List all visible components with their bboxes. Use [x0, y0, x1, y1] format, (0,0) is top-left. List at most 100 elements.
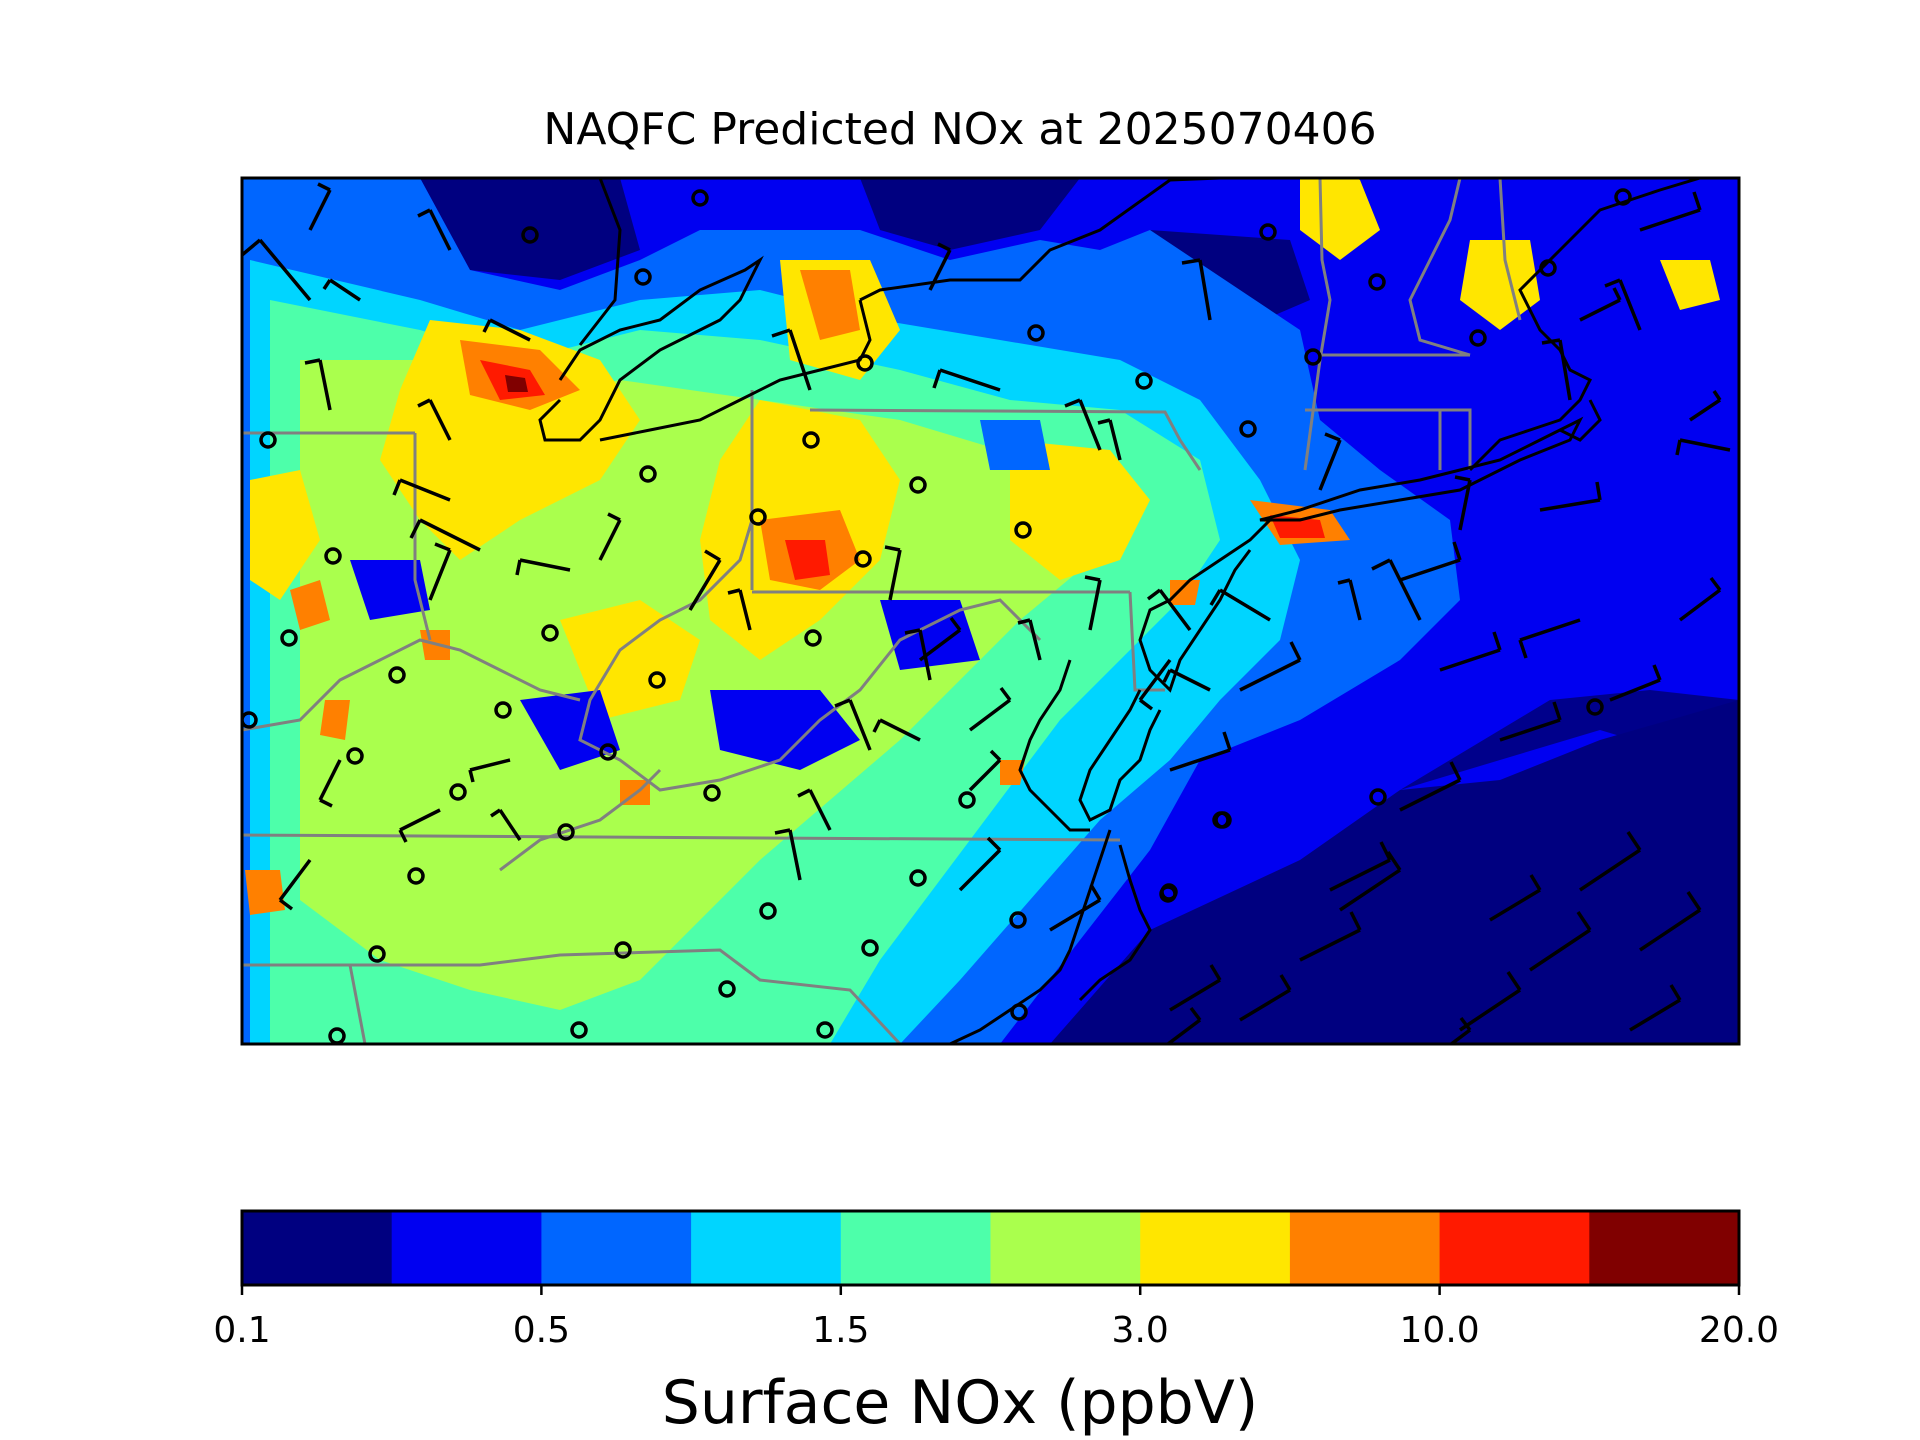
colorbar-tick-label: 0.1: [213, 1310, 271, 1351]
field-orange-9: [1170, 580, 1200, 605]
wind-barb-flag: [904, 628, 921, 635]
wind-barb-flag: [468, 769, 475, 783]
wind-barb-flag: [242, 238, 262, 257]
wind-barb-flag: [1209, 964, 1222, 981]
wind-barb-flag: [1518, 639, 1528, 659]
calm-wind-circle: [407, 867, 425, 885]
wind-barb: [1679, 438, 1731, 452]
calm-wind-circle: [1014, 521, 1032, 539]
colorbar-swatch: [1140, 1211, 1291, 1285]
east-coast-nj: [1138, 518, 1272, 693]
state-line-ny-pa: [750, 390, 1202, 590]
wind-barb-flag: [1652, 664, 1662, 681]
calm-wind-circle: [521, 226, 539, 244]
calm-wind-circle: [324, 547, 342, 565]
wind-barb-flag: [304, 358, 321, 365]
wind-barb: [808, 789, 832, 831]
field-ocean-darkblue-2: [1400, 690, 1739, 790]
wind-barb-flag: [1289, 641, 1302, 661]
wind-barb: [1158, 588, 1192, 632]
wind-barb: [308, 189, 332, 231]
wind-barb-flag: [774, 828, 791, 835]
new-england-coast: [1468, 178, 1701, 472]
state-line-ky-tn: [348, 964, 367, 1044]
calm-wind-circle: [958, 791, 976, 809]
calm-wind-circle: [1159, 885, 1177, 903]
calm-wind-circle: [691, 189, 709, 207]
colorbar-label: Surface NOx (ppbV): [661, 1368, 1259, 1438]
calm-wind-circle: [856, 354, 874, 372]
wind-barb: [258, 238, 312, 302]
wind-barb-flag: [884, 545, 901, 552]
wind-barb-flag: [1459, 1016, 1472, 1032]
state-line-tn-nc: [242, 948, 902, 1044]
chart-title: NAQFC Predicted NOx at 2025070406: [543, 104, 1377, 155]
colorbar-tick-label: 20.0: [1698, 1310, 1780, 1351]
wind-barb-flag: [1669, 984, 1682, 1001]
wind-barb: [1558, 339, 1572, 401]
wind-barb-flag: [490, 808, 501, 818]
wind-barb-flag: [515, 559, 522, 576]
field-orange-6: [320, 700, 350, 740]
wind-barb-flag: [1279, 974, 1292, 991]
colorbar-swatch: [840, 1211, 991, 1285]
wind-barb: [1348, 579, 1362, 621]
field-yellow-1: [380, 320, 640, 560]
wind-barb-flag: [1064, 398, 1081, 408]
calm-wind-circle: [614, 941, 632, 959]
wind-barb: [968, 758, 1002, 792]
wind-barb: [928, 249, 952, 291]
wind-barb-flag: [872, 719, 882, 733]
wind-barb-flag: [1189, 1006, 1202, 1022]
calm-wind-circle: [861, 939, 879, 957]
great-lakes-erie: [538, 255, 764, 442]
wind-barb-flag: [1595, 481, 1602, 501]
wind-barb-flag: [771, 328, 791, 338]
calm-wind-circle: [242, 711, 258, 729]
wind-barb: [879, 718, 921, 742]
state-line-oh-pa: [413, 433, 432, 641]
wind-barb: [918, 628, 962, 662]
coastlines: [538, 178, 1701, 1044]
wind-barb-flag: [322, 279, 332, 290]
wind-barb: [1618, 279, 1642, 331]
wind-barb-flag: [1371, 558, 1391, 571]
wind-barb-flag: [434, 542, 451, 552]
field-north-darkblue-2: [860, 178, 1080, 250]
wind-barb: [278, 858, 312, 902]
wind-barb: [1108, 419, 1122, 461]
wind-barb-flag: [1324, 432, 1341, 442]
wind-barb-flag: [1626, 831, 1642, 851]
wind-barb: [1088, 579, 1102, 631]
wind-barb: [1165, 1018, 1202, 1044]
wind-barb-flag: [319, 798, 333, 808]
wind-barb-flag: [1209, 589, 1222, 606]
wind-barb-flag: [1712, 390, 1722, 401]
calm-wind-circle: [557, 823, 575, 841]
calm-wind-circle: [1614, 188, 1632, 206]
calm-wind-circle: [759, 902, 777, 920]
wind-barb-flag: [1576, 911, 1592, 931]
wind-barb-flag: [999, 686, 1012, 702]
calm-wind-circle: [804, 629, 822, 647]
wind-barb-flag: [1604, 278, 1621, 288]
wind-barb: [1639, 208, 1701, 232]
calm-wind-circle: [909, 476, 927, 494]
wind-barb: [1499, 718, 1561, 742]
field-inland-blue-2: [520, 690, 620, 770]
calm-wind-circle: [449, 783, 467, 801]
wind-barb: [469, 758, 511, 772]
wind-barb: [489, 318, 531, 342]
calm-wind-circle: [1010, 1003, 1028, 1021]
wind-barb-flag: [417, 398, 431, 408]
wind-barb-flag: [1337, 578, 1351, 585]
wind-barb: [318, 359, 332, 411]
wind-barb: [498, 809, 522, 841]
colorbar-tick-label: 1.5: [812, 1310, 870, 1351]
wind-barb-flag: [1097, 418, 1111, 425]
wind-barb: [848, 699, 872, 751]
wind-barb-flag: [278, 898, 294, 911]
wind-barb: [1198, 259, 1212, 321]
wind-barb: [428, 399, 452, 441]
calm-wind-circle: [639, 465, 657, 483]
